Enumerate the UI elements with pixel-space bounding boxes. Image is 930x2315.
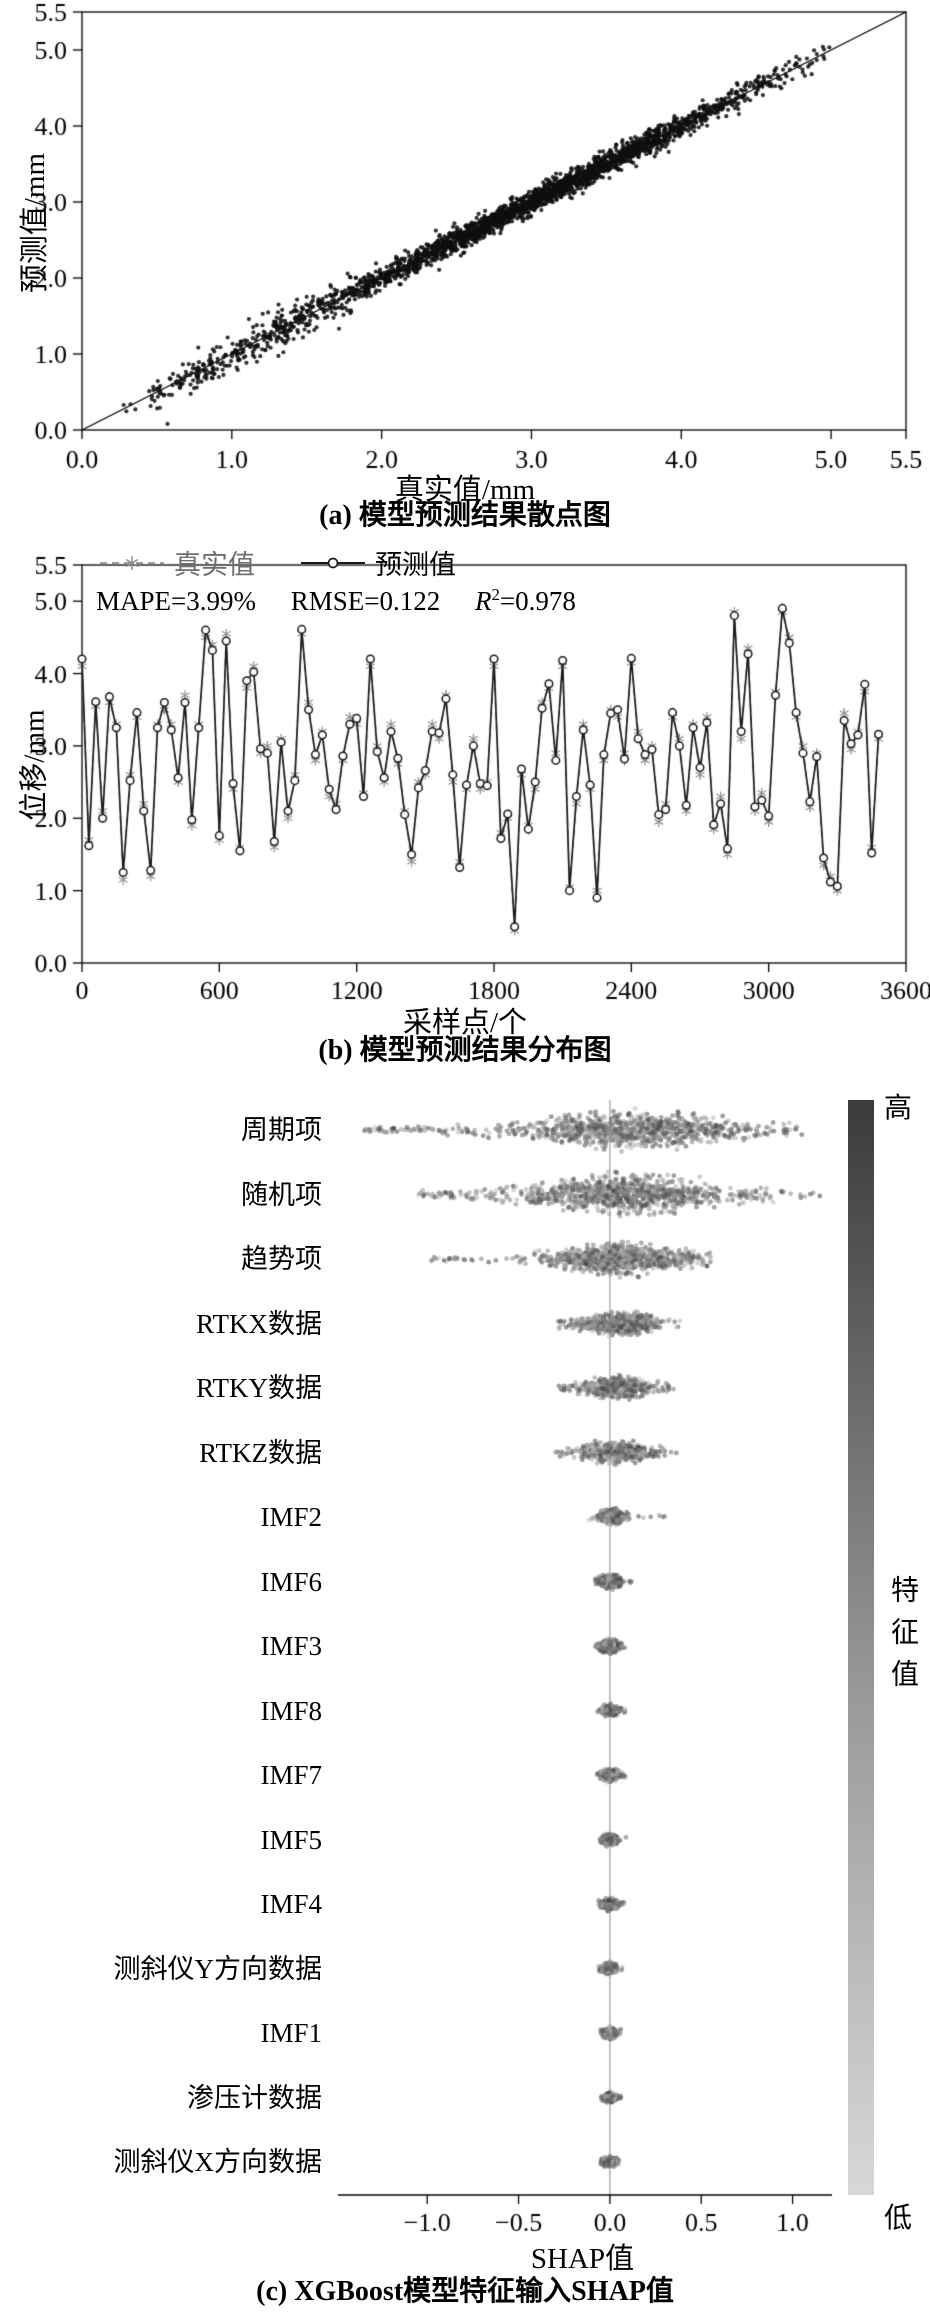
panel-line: 真实值 预测值 MAPE=3.99% RMSE=0.122 R2=0.978 位… (0, 535, 930, 1070)
beeswarm-canvas (0, 1070, 930, 2315)
metrics-annotation: MAPE=3.99% RMSE=0.122 R2=0.978 (96, 585, 576, 617)
panel-b-x-axis-title: 采样点/个 (402, 1007, 528, 1039)
legend-item-true: 真实值 (98, 543, 255, 582)
feature-label-12: IMF5 (260, 1824, 322, 1855)
r2-value: R2=0.978 (475, 585, 576, 616)
feature-label-2: 随机项 (241, 1179, 322, 1210)
panel-a-x-axis-title: 真实值/mm (394, 474, 536, 506)
solid-circle-swatch (301, 557, 365, 568)
scatter-canvas (0, 0, 930, 535)
feature-label-7: IMF2 (260, 1502, 322, 1532)
feature-label-17: 测斜仪X方向数据 (113, 2147, 323, 2177)
panel-c-caption: (c) XGBoost模型特征输入SHAP值 (256, 2276, 674, 2307)
feature-label-13: IMF4 (260, 1889, 322, 1919)
colorbar-high-label: 高 (884, 1093, 913, 1124)
feature-label-14: 测斜仪Y方向数据 (113, 1953, 323, 1984)
colorbar-low-label: 低 (884, 2203, 913, 2234)
legend-label-pred: 预测值 (375, 550, 456, 580)
panel-shap: 周期项随机项趋势项 RTKX数据 RTKY数据 RTKZ数据 IMF2 IMF6 IMF3 I… (0, 1070, 930, 2315)
mape-value: MAPE=3.99% (96, 586, 256, 616)
feature-label-8: IMF6 (260, 1566, 322, 1597)
rmse-value: RMSE=0.122 (290, 586, 441, 616)
legend-label-true: 真实值 (174, 550, 255, 580)
legend-item-pred: 预测值 (299, 543, 456, 582)
line-canvas (0, 535, 930, 1070)
feature-label-9: IMF3 (260, 1631, 322, 1661)
feature-label-10: IMF8 (260, 1695, 322, 1726)
panel-c-x-axis-title: SHAP值 (530, 2243, 635, 2275)
feature-label-11: IMF7 (260, 1760, 322, 1790)
feature-label-1: 周期项 (241, 1115, 322, 1145)
feature-label-16: 渗压计数据 (187, 2082, 322, 2113)
feature-value-colorbar (848, 1100, 874, 2195)
panel-scatter: 预测值/mm 真实值/mm (a) 模型预测结果散点图 (0, 0, 930, 535)
panel-b-caption: (b) 模型预测结果分布图 (318, 1035, 612, 1066)
colorbar-title: 特征值 (887, 1575, 918, 1701)
panel-a-caption: (a) 模型预测结果散点图 (319, 500, 611, 531)
feature-label-5: RTKY数据 (196, 1373, 322, 1403)
feature-label-6: RTKZ数据 (199, 1437, 322, 1468)
legend: 真实值 预测值 (98, 543, 456, 582)
feature-label-15: IMF1 (260, 2018, 322, 2048)
feature-label-4: RTKX数据 (196, 1308, 322, 1339)
dashed-star-swatch (100, 555, 164, 570)
feature-label-3: 趋势项 (241, 1244, 322, 1274)
